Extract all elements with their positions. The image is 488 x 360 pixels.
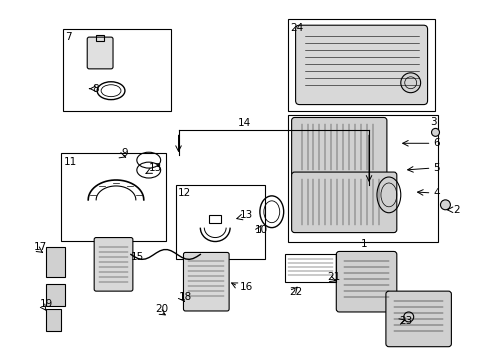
Bar — [45, 309, 61, 331]
FancyBboxPatch shape — [385, 291, 450, 347]
Text: 9: 9 — [121, 148, 127, 158]
Bar — [287, 114, 438, 242]
Text: 6: 6 — [433, 138, 439, 148]
FancyBboxPatch shape — [336, 251, 396, 312]
Bar — [175, 185, 264, 260]
Bar — [45, 247, 65, 277]
Text: 1: 1 — [360, 239, 367, 248]
Circle shape — [400, 73, 420, 93]
FancyBboxPatch shape — [94, 238, 133, 291]
FancyBboxPatch shape — [295, 25, 427, 105]
FancyBboxPatch shape — [291, 172, 396, 233]
Bar — [96, 35, 104, 41]
Text: 5: 5 — [433, 163, 439, 173]
Circle shape — [440, 200, 449, 210]
FancyBboxPatch shape — [291, 117, 386, 178]
Text: 3: 3 — [429, 117, 436, 127]
Circle shape — [403, 312, 413, 322]
Text: 19: 19 — [40, 299, 53, 309]
Text: 16: 16 — [240, 282, 253, 292]
Bar — [63, 29, 170, 111]
Text: 8: 8 — [92, 84, 99, 94]
Text: 4: 4 — [433, 188, 439, 198]
Text: 14: 14 — [238, 118, 251, 129]
Text: 15: 15 — [131, 252, 144, 262]
Text: 10: 10 — [254, 225, 267, 235]
Bar — [61, 153, 165, 240]
Text: 20: 20 — [155, 304, 168, 314]
Bar — [284, 255, 336, 282]
Text: 17: 17 — [34, 243, 47, 252]
Text: 13: 13 — [240, 210, 253, 220]
Text: 2: 2 — [452, 205, 459, 215]
Bar — [45, 284, 65, 306]
Text: 24: 24 — [290, 23, 303, 33]
Bar — [209, 215, 221, 223]
Text: 21: 21 — [326, 272, 340, 282]
FancyBboxPatch shape — [87, 37, 113, 69]
Bar — [287, 19, 434, 111]
Text: 7: 7 — [65, 32, 72, 42]
Text: 23: 23 — [398, 316, 411, 326]
Text: 12: 12 — [177, 188, 190, 198]
Text: 11: 11 — [63, 157, 77, 167]
Circle shape — [431, 129, 439, 136]
Text: 18: 18 — [178, 292, 191, 302]
FancyBboxPatch shape — [183, 252, 229, 311]
Text: 22: 22 — [289, 287, 302, 297]
Text: 13: 13 — [148, 163, 162, 173]
